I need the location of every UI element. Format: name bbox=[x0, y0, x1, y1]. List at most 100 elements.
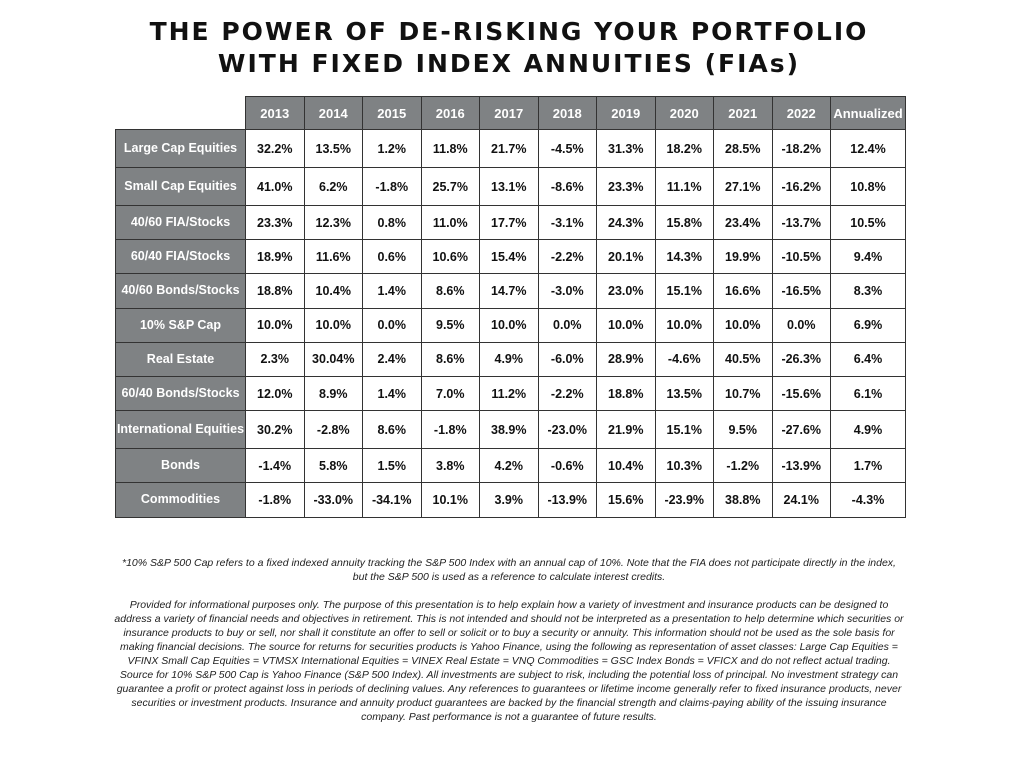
year-header: 2016 bbox=[420, 96, 480, 130]
return-cell: 21.9% bbox=[596, 410, 656, 450]
return-cell: 1.5% bbox=[362, 448, 422, 484]
return-cell: 10.0% bbox=[303, 307, 363, 343]
return-cell: 28.9% bbox=[596, 341, 656, 377]
return-cell: -0.6% bbox=[537, 448, 597, 484]
annualized-cell: -4.3% bbox=[830, 482, 906, 518]
return-cell: -23.9% bbox=[654, 482, 714, 518]
return-cell: 20.1% bbox=[596, 239, 656, 275]
annualized-cell: 1.7% bbox=[830, 448, 906, 484]
return-cell: 4.9% bbox=[479, 341, 539, 377]
title-line-1: THE POWER OF DE-RISKING YOUR PORTFOLIO bbox=[149, 17, 869, 46]
return-cell: 8.6% bbox=[420, 273, 480, 309]
table-row: 60/40 Bonds/Stocks 12.0% 8.9% 1.4% 7.0% 11.2%… bbox=[115, 375, 906, 412]
return-cell: 27.1% bbox=[713, 167, 773, 206]
row-label: 10% S&P Cap bbox=[115, 307, 246, 343]
return-cell: 9.5% bbox=[420, 307, 480, 343]
return-cell: 11.8% bbox=[420, 129, 480, 168]
return-cell: -1.8% bbox=[362, 167, 422, 206]
return-cell: 21.7% bbox=[479, 129, 539, 168]
annualized-cell: 10.8% bbox=[830, 167, 906, 206]
return-cell: 11.1% bbox=[654, 167, 714, 206]
table-row: Commodities -1.8% -33.0% -34.1% 10.1% 3.9% -13… bbox=[115, 482, 906, 518]
return-cell: -1.2% bbox=[713, 448, 773, 484]
row-label: 40/60 Bonds/Stocks bbox=[115, 273, 246, 309]
year-header: 2020 bbox=[654, 96, 714, 130]
return-cell: -34.1% bbox=[362, 482, 422, 518]
return-cell: 19.9% bbox=[713, 239, 773, 275]
return-cell: 18.9% bbox=[245, 239, 305, 275]
return-cell: -3.0% bbox=[537, 273, 597, 309]
row-label: Commodities bbox=[115, 482, 246, 518]
return-cell: -1.8% bbox=[420, 410, 480, 450]
return-cell: -18.2% bbox=[771, 129, 831, 168]
return-cell: -4.6% bbox=[654, 341, 714, 377]
return-cell: 0.0% bbox=[771, 307, 831, 343]
year-header: 2021 bbox=[713, 96, 773, 130]
table-row: Large Cap Equities 32.2% 13.5% 1.2% 11.8% 21.… bbox=[115, 129, 906, 168]
return-cell: -27.6% bbox=[771, 410, 831, 450]
return-cell: 23.3% bbox=[596, 167, 656, 206]
return-cell: 8.9% bbox=[303, 375, 363, 412]
return-cell: -1.4% bbox=[245, 448, 305, 484]
return-cell: -8.6% bbox=[537, 167, 597, 206]
return-cell: 13.1% bbox=[479, 167, 539, 206]
return-cell: 38.9% bbox=[479, 410, 539, 450]
annualized-cell: 6.4% bbox=[830, 341, 906, 377]
return-cell: 15.8% bbox=[654, 204, 714, 241]
return-cell: 2.4% bbox=[362, 341, 422, 377]
year-header: 2018 bbox=[537, 96, 597, 130]
table-row: 10% S&P Cap 10.0% 10.0% 0.0% 9.5% 10.0% 0.0% 10… bbox=[115, 307, 906, 343]
return-cell: 12.3% bbox=[303, 204, 363, 241]
table-body: Large Cap Equities 32.2% 13.5% 1.2% 11.8% 21.… bbox=[115, 129, 906, 518]
return-cell: 16.6% bbox=[713, 273, 773, 309]
return-cell: 0.8% bbox=[362, 204, 422, 241]
return-cell: 11.6% bbox=[303, 239, 363, 275]
return-cell: 10.4% bbox=[596, 448, 656, 484]
table-row: International Equities 30.2% -2.8% 8.6% -1.8… bbox=[115, 410, 906, 450]
return-cell: 10.7% bbox=[713, 375, 773, 412]
return-cell: -2.2% bbox=[537, 239, 597, 275]
annualized-cell: 8.3% bbox=[830, 273, 906, 309]
return-cell: 2.3% bbox=[245, 341, 305, 377]
return-cell: 3.9% bbox=[479, 482, 539, 518]
year-header: 2017 bbox=[479, 96, 539, 130]
return-cell: 15.1% bbox=[654, 410, 714, 450]
return-cell: -26.3% bbox=[771, 341, 831, 377]
return-cell: -2.8% bbox=[303, 410, 363, 450]
return-cell: 3.8% bbox=[420, 448, 480, 484]
return-cell: 32.2% bbox=[245, 129, 305, 168]
return-cell: 30.2% bbox=[245, 410, 305, 450]
footnote: *10% S&P 500 Cap refers to a fixed index… bbox=[122, 557, 896, 583]
header-row: 2013 2014 2015 2016 2017 2018 2019 2020 … bbox=[115, 96, 906, 130]
return-cell: 25.7% bbox=[420, 167, 480, 206]
return-cell: 30.04% bbox=[303, 341, 363, 377]
table-row: Small Cap Equities 41.0% 6.2% -1.8% 25.7% 13.… bbox=[115, 167, 906, 206]
return-cell: -10.5% bbox=[771, 239, 831, 275]
return-cell: 14.3% bbox=[654, 239, 714, 275]
table-row: 40/60 FIA/Stocks 23.3% 12.3% 0.8% 11.0% 17.7%… bbox=[115, 204, 906, 241]
return-cell: -33.0% bbox=[303, 482, 363, 518]
return-cell: 41.0% bbox=[245, 167, 305, 206]
year-header: 2015 bbox=[362, 96, 422, 130]
return-cell: 13.5% bbox=[654, 375, 714, 412]
row-label: 60/40 FIA/Stocks bbox=[115, 239, 246, 275]
return-cell: 18.8% bbox=[596, 375, 656, 412]
return-cell: 15.1% bbox=[654, 273, 714, 309]
return-cell: 10.0% bbox=[596, 307, 656, 343]
annualized-cell: 9.4% bbox=[830, 239, 906, 275]
disclaimer: Provided for informational purposes only… bbox=[114, 599, 904, 723]
row-label: 60/40 Bonds/Stocks bbox=[115, 375, 246, 412]
year-header: 2013 bbox=[245, 96, 305, 130]
row-label: International Equities bbox=[115, 410, 246, 450]
year-header: 2014 bbox=[303, 96, 363, 130]
annualized-header: Annualized bbox=[830, 96, 906, 130]
return-cell: 10.0% bbox=[245, 307, 305, 343]
corner-cell bbox=[115, 96, 246, 130]
return-cell: 1.2% bbox=[362, 129, 422, 168]
annualized-cell: 6.1% bbox=[830, 375, 906, 412]
table-row: 60/40 FIA/Stocks 18.9% 11.6% 0.6% 10.6% 15.4%… bbox=[115, 239, 906, 275]
return-cell: -13.9% bbox=[771, 448, 831, 484]
return-cell: 10.4% bbox=[303, 273, 363, 309]
return-cell: 7.0% bbox=[420, 375, 480, 412]
return-cell: 8.6% bbox=[362, 410, 422, 450]
